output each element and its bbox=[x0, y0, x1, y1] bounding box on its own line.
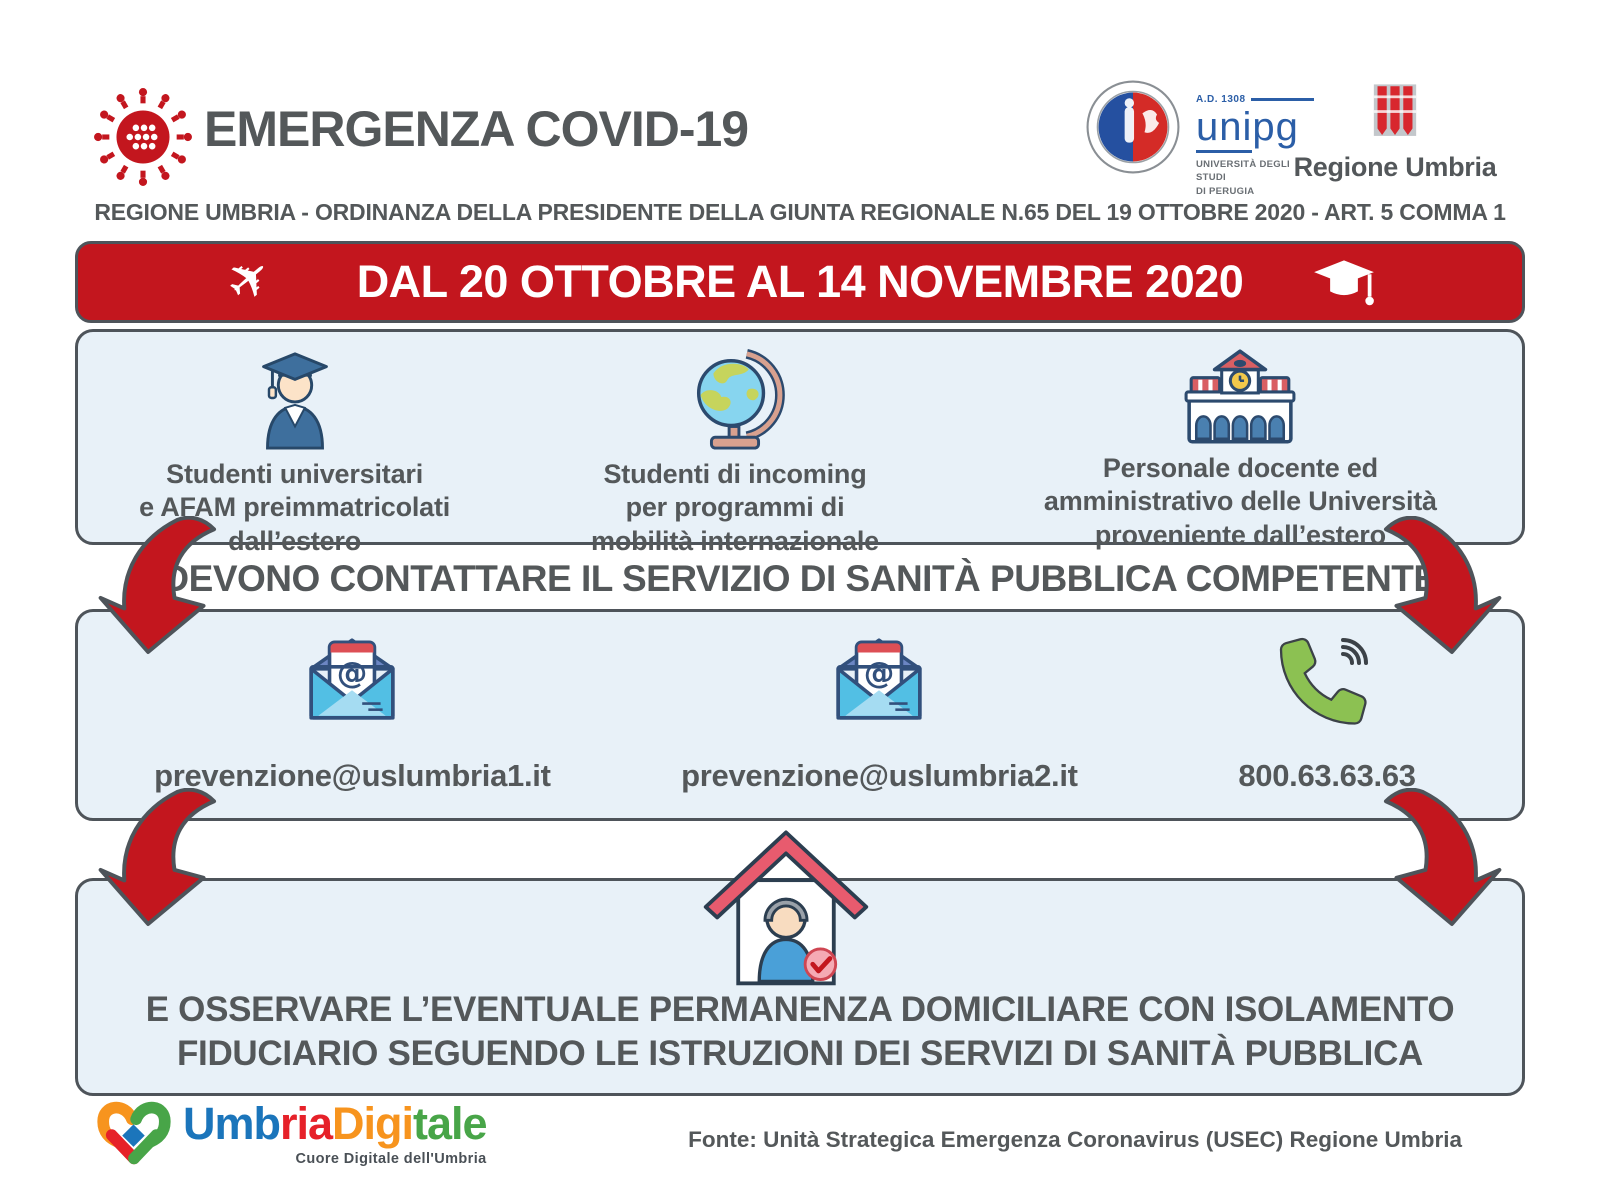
umbria-digitale-logo: UmbriaDigitale Cuore Digitale dell'Umbri… bbox=[95, 1097, 488, 1168]
regione-umbria-logo: Regione Umbria bbox=[1292, 82, 1498, 183]
ordinance-line: REGIONE UMBRIA - ORDINANZA DELLA PRESIDE… bbox=[94, 199, 1506, 225]
source-credit: Fonte: Unità Strategica Emergenza Corona… bbox=[688, 1127, 1462, 1152]
group-label: Studenti universitari e AFAM preimmatric… bbox=[139, 459, 451, 556]
isolation-instruction: E OSSERVARE L’EVENTUALE PERMANENZA DOMIC… bbox=[145, 990, 1455, 1074]
virus-icon bbox=[94, 88, 192, 186]
group-students-abroad: Studenti universitari e AFAM preimmatric… bbox=[78, 346, 511, 556]
umbria-digitale-wordmark: UmbriaDigitale bbox=[183, 1097, 488, 1149]
contact-email: prevenzione@uslumbria2.it bbox=[681, 758, 1078, 793]
umbria-digitale-tagline: Cuore Digitale dell'Umbria bbox=[295, 1150, 487, 1167]
contact-usl2: prevenzione@uslumbria2.it bbox=[627, 628, 1132, 818]
down-arrow-icon bbox=[98, 516, 217, 654]
group-university-staff: Personale docente ed amministrativo dell… bbox=[959, 346, 1522, 550]
airplane-icon: ✈ bbox=[213, 243, 286, 317]
contact-instruction: DEVONO CONTATTARE IL SERVIZIO DI SANITÀ … bbox=[162, 558, 1438, 599]
unipg-crest-icon bbox=[1086, 80, 1180, 174]
contacts-panel: prevenzione@uslumbria1.it prevenzione@us… bbox=[75, 609, 1525, 821]
regione-umbria-banner-icon bbox=[1373, 84, 1417, 136]
home-isolation-icon bbox=[703, 830, 869, 986]
university-building-icon bbox=[1184, 349, 1296, 444]
graduate-student-icon bbox=[261, 352, 328, 450]
unipg-era-label: A.D. 1308 bbox=[1196, 94, 1246, 105]
globe-icon bbox=[696, 349, 785, 450]
contact-email: prevenzione@uslumbria1.it bbox=[154, 758, 551, 793]
umbria-digitale-heart-icon bbox=[97, 1101, 171, 1165]
regione-umbria-label: Regione Umbria bbox=[1293, 152, 1497, 182]
down-arrow-icon bbox=[1383, 516, 1502, 654]
phone-icon bbox=[1279, 637, 1369, 725]
date-range-title: DAL 20 OTTOBRE AL 14 NOVEMBRE 2020 bbox=[356, 256, 1244, 307]
contact-phone: 800.63.63.63 bbox=[1132, 628, 1522, 818]
group-label: Studenti di incoming per programmi di mo… bbox=[591, 459, 879, 556]
unipg-logo: A.D. 1308 unipg UNIVERSITÀ DEGLI STUDI D… bbox=[1196, 94, 1314, 198]
unipg-wordmark: unipg bbox=[1196, 105, 1299, 149]
email-icon bbox=[836, 638, 923, 720]
email-icon bbox=[309, 638, 395, 720]
down-arrow-icon bbox=[98, 788, 217, 926]
group-label: Personale docente ed amministrativo dell… bbox=[1043, 453, 1437, 550]
down-arrow-icon bbox=[1383, 788, 1502, 926]
contact-usl1: prevenzione@uslumbria1.it bbox=[78, 628, 627, 818]
date-range-banner: ✈ DAL 20 OTTOBRE AL 14 NOVEMBRE 2020 bbox=[75, 241, 1525, 323]
page-title: EMERGENZA COVID-19 bbox=[204, 101, 749, 157]
group-incoming-students: Studenti di incoming per programmi di mo… bbox=[511, 346, 959, 556]
unipg-subtitle: UNIVERSITÀ DEGLI STUDI DI PERUGIA bbox=[1196, 159, 1291, 197]
affected-groups-panel: Studenti universitari e AFAM preimmatric… bbox=[75, 329, 1525, 556]
graduation-cap-icon bbox=[1314, 260, 1374, 306]
contact-phone-number: 800.63.63.63 bbox=[1238, 758, 1416, 793]
